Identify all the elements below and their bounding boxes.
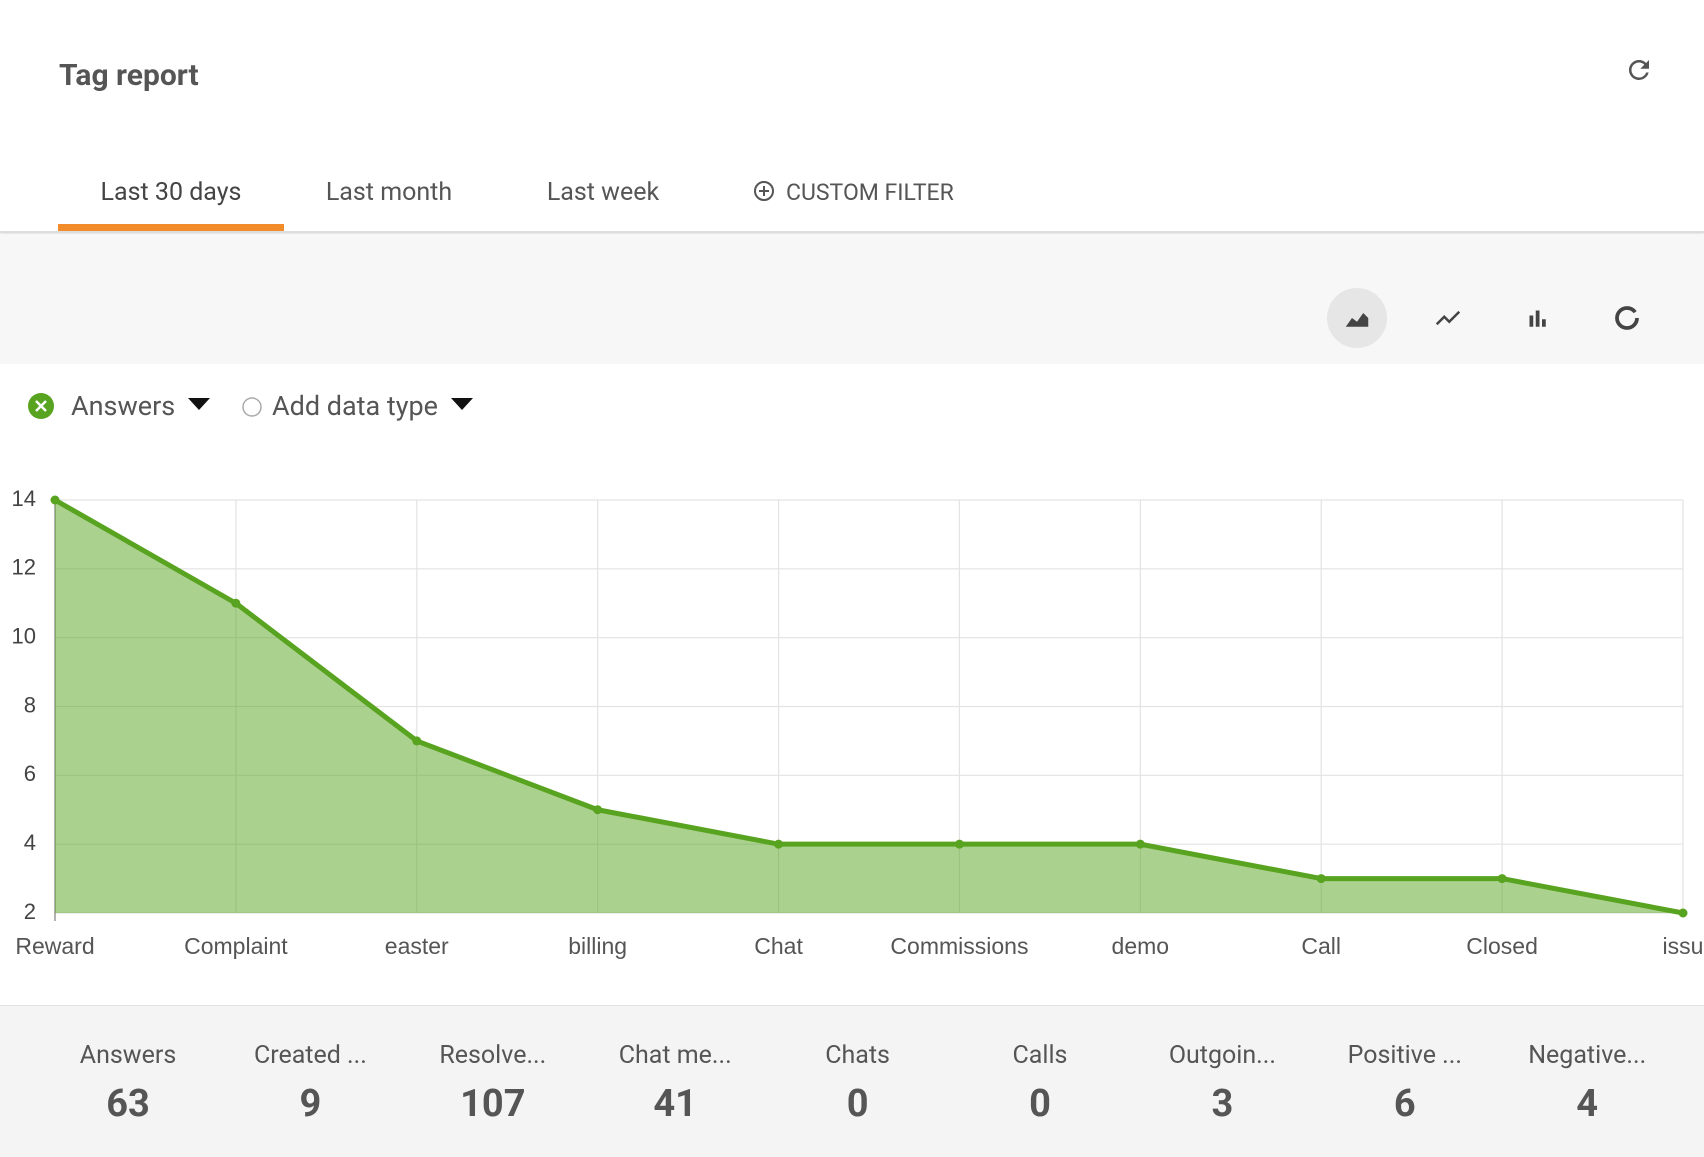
point <box>1678 908 1688 918</box>
stat-value: 4 <box>1576 1082 1599 1126</box>
dropdown-arrow[interactable] <box>188 398 210 412</box>
point <box>774 839 784 849</box>
y-tick-label: 14 <box>12 486 36 511</box>
x-tick-label: billing <box>568 933 627 959</box>
active-chart-type <box>1327 288 1387 348</box>
x-tick-label: Chat <box>754 933 803 959</box>
radio[interactable] <box>241 396 263 418</box>
x-tick-label: demo <box>1112 933 1170 959</box>
line-chart-button[interactable] <box>1433 303 1463 333</box>
stat-value: 6 <box>1393 1082 1416 1126</box>
stat-value: 3 <box>1211 1082 1234 1126</box>
x-tick-label: easter <box>385 933 449 959</box>
x-tick-label: Reward <box>15 933 94 959</box>
point <box>1135 839 1145 849</box>
remove-series-icon[interactable] <box>27 392 55 420</box>
area <box>55 500 1683 913</box>
stat-label: Resolve... <box>439 1041 547 1070</box>
toolbar <box>0 234 1704 364</box>
stat-label: Created ... <box>253 1041 367 1070</box>
stat-label: Negative... <box>1528 1041 1647 1070</box>
bar-chart-button[interactable] <box>1522 303 1552 333</box>
y-tick-label: 4 <box>24 830 36 855</box>
point <box>50 495 60 505</box>
y-tick-label: 2 <box>24 899 36 924</box>
x-tick-label: Closed <box>1466 933 1538 959</box>
point <box>593 805 603 815</box>
line <box>53 497 1684 916</box>
plus-icon <box>754 181 774 201</box>
stat-label: Answers <box>79 1041 177 1070</box>
stat-value: 63 <box>106 1082 150 1126</box>
point <box>954 839 964 849</box>
stat-label: Calls <box>1012 1041 1068 1070</box>
dropdown-arrow[interactable] <box>451 398 473 412</box>
stats-bar <box>0 1005 1704 1157</box>
point <box>1316 874 1326 884</box>
stat-value: 9 <box>299 1082 322 1126</box>
tab-bar <box>0 0 1704 233</box>
tab[interactable]: Last week <box>546 178 660 207</box>
stat-value: 41 <box>653 1082 697 1126</box>
area-chart-button[interactable] <box>1342 303 1372 333</box>
stat-value: 107 <box>460 1082 526 1126</box>
legend-series: Answers <box>71 390 176 422</box>
x-tick-label: Complaint <box>184 933 288 959</box>
donut-chart-button[interactable] <box>1612 303 1642 333</box>
x-tick-label: issu <box>1663 933 1704 959</box>
stat-value: 0 <box>1029 1082 1051 1126</box>
page-title: Tag report <box>59 58 199 93</box>
x-tick-label: Commissions <box>890 933 1028 959</box>
stat-label: Chats <box>825 1041 890 1070</box>
add-data-type[interactable]: Add data type <box>272 390 438 422</box>
tab[interactable]: Last 30 days <box>100 178 242 207</box>
stat-value: 0 <box>846 1082 869 1126</box>
point <box>1497 874 1507 884</box>
y-tick-label: 12 <box>12 555 36 580</box>
tab[interactable]: Last month <box>325 178 453 207</box>
point <box>412 736 422 746</box>
x-tick-label: Call <box>1301 933 1341 959</box>
point <box>231 598 241 608</box>
stat-label: Positive ... <box>1347 1041 1462 1070</box>
tab-underline <box>58 224 284 231</box>
y-tick-label: 8 <box>24 692 36 717</box>
stat-label: Chat me... <box>618 1041 732 1070</box>
tab[interactable]: CUSTOM FILTER <box>786 179 954 206</box>
y-tick-label: 10 <box>12 623 36 648</box>
y-tick-label: 6 <box>24 761 36 786</box>
chart: 2 4 6 8 10 12 14 Reward Complaint easter billing Ch… <box>12 486 1704 959</box>
stat-label: Outgoin... <box>1168 1041 1276 1070</box>
